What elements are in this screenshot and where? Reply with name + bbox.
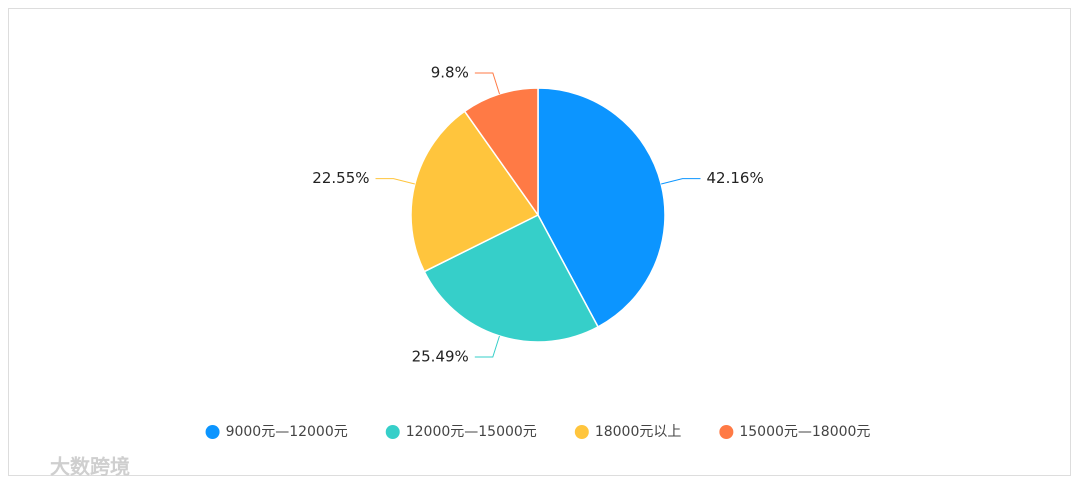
pie-slice (410, 110, 540, 273)
pie-slice (537, 87, 666, 328)
legend-marker (205, 425, 220, 439)
data-label: 25.49% (412, 347, 469, 365)
legend-label: 9000元—12000元 (226, 424, 348, 440)
legend-label: 12000元—15000元 (406, 424, 537, 440)
leader-line (375, 178, 415, 185)
data-label: 22.55% (312, 169, 369, 187)
data-label: 9.8% (431, 64, 469, 82)
leader-line (474, 72, 500, 95)
legend-marker (719, 425, 734, 439)
pie-slice (423, 214, 600, 343)
legend-label: 15000元—18000元 (739, 424, 870, 440)
legend-label: 18000元以上 (595, 424, 682, 440)
pie-slice (463, 87, 539, 218)
leader-line (474, 335, 500, 358)
data-label: 42.16% (707, 169, 764, 187)
leader-line (661, 178, 701, 185)
watermark: 大数跨境 (50, 455, 130, 479)
legend-marker (385, 425, 400, 439)
legend-marker (574, 425, 589, 439)
